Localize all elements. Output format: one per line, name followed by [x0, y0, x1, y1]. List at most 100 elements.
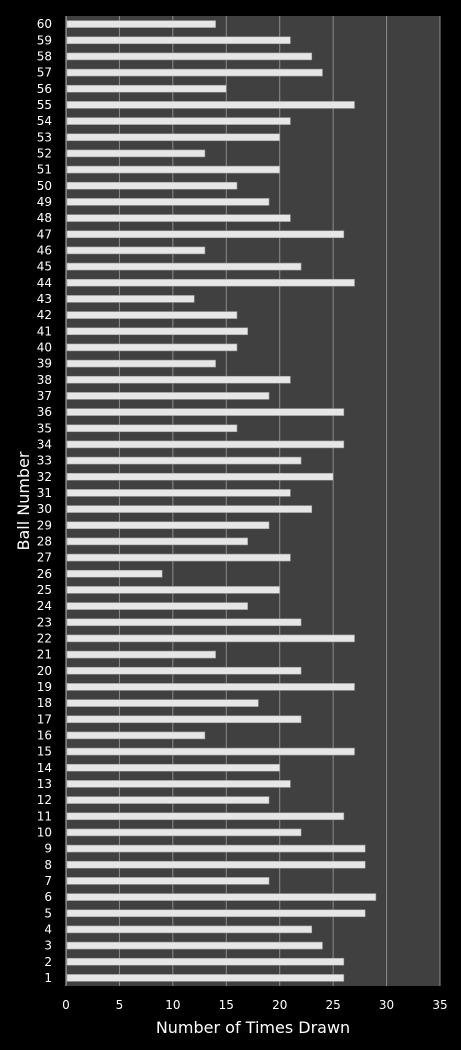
y-tick-label: 49	[37, 195, 52, 209]
x-tick-label: 5	[116, 998, 124, 1012]
y-tick-label: 42	[37, 308, 52, 322]
bar	[66, 68, 323, 77]
y-tick-label: 31	[37, 486, 52, 500]
bar	[66, 278, 355, 287]
y-tick-label: 36	[37, 405, 52, 419]
x-tick-labels: 0 5 10 15 20 25 30 35	[62, 998, 447, 1012]
bar	[66, 844, 366, 853]
bar	[66, 424, 238, 433]
y-tick-label: 15	[37, 745, 52, 759]
y-tick-label: 37	[37, 389, 52, 403]
y-tick-label: 45	[37, 260, 52, 274]
y-tick-label: 3	[44, 939, 52, 953]
bar	[66, 747, 355, 756]
y-tick-label: 52	[37, 146, 52, 160]
x-tick-label: 15	[219, 998, 234, 1012]
y-axis-title: Ball Number	[14, 451, 33, 550]
y-tick-label: 8	[44, 858, 52, 872]
bar	[66, 36, 291, 45]
y-tick-label: 26	[37, 567, 52, 581]
y-tick-labels: 1234567891011121314151617181920212223242…	[37, 17, 52, 985]
y-tick-label: 56	[37, 82, 52, 96]
y-tick-label: 27	[37, 551, 52, 565]
y-tick-label: 30	[37, 502, 52, 516]
bar	[66, 521, 270, 530]
x-tick-label: 35	[432, 998, 447, 1012]
bar	[66, 262, 302, 271]
bar	[66, 149, 206, 158]
bar	[66, 780, 291, 788]
y-tick-label: 5	[44, 906, 52, 920]
y-tick-label: 4	[44, 922, 52, 936]
bar	[66, 359, 216, 368]
y-tick-label: 19	[37, 680, 52, 694]
plot-area	[66, 16, 440, 986]
bar	[66, 246, 206, 255]
bar	[66, 974, 345, 982]
bar	[66, 683, 355, 691]
y-tick-label: 29	[37, 518, 52, 532]
bar	[66, 230, 345, 239]
bar	[66, 877, 270, 885]
bar	[66, 295, 195, 303]
bar	[66, 343, 238, 352]
x-tick-label: 20	[272, 998, 287, 1012]
bar	[66, 375, 291, 384]
x-tick-label: 25	[326, 998, 341, 1012]
bar	[66, 392, 270, 400]
bar	[66, 925, 313, 934]
y-tick-label: 60	[37, 17, 52, 31]
y-tick-label: 12	[37, 793, 52, 807]
bar	[66, 715, 302, 724]
y-tick-label: 10	[37, 825, 52, 839]
bar	[66, 472, 334, 481]
y-tick-label: 14	[37, 761, 52, 775]
y-tick-label: 18	[37, 696, 52, 710]
y-tick-label: 7	[44, 874, 52, 888]
y-tick-label: 55	[37, 98, 52, 112]
bar	[66, 327, 248, 336]
y-tick-label: 40	[37, 340, 52, 354]
bar	[66, 20, 216, 28]
y-tick-label: 13	[37, 777, 52, 791]
bar	[66, 311, 238, 319]
x-axis-title: Number of Times Drawn	[156, 1018, 350, 1037]
bar	[66, 812, 345, 821]
y-tick-label: 54	[37, 114, 52, 128]
x-tick-label: 10	[165, 998, 180, 1012]
y-tick-label: 20	[37, 664, 52, 678]
bar	[66, 198, 270, 206]
y-tick-label: 33	[37, 454, 52, 468]
bar	[66, 650, 216, 659]
bar	[66, 796, 270, 804]
x-tick-label: 30	[379, 998, 394, 1012]
y-tick-label: 39	[37, 357, 52, 371]
gridlines	[65, 16, 441, 986]
bar	[66, 941, 323, 950]
bar	[66, 957, 345, 966]
bar	[66, 860, 366, 869]
bar	[66, 456, 302, 465]
y-tick-label: 38	[37, 373, 52, 387]
bar	[66, 181, 238, 190]
y-tick-label: 28	[37, 534, 52, 548]
bar	[66, 586, 281, 594]
bar	[66, 666, 302, 675]
bar	[66, 569, 163, 578]
y-tick-label: 43	[37, 292, 52, 306]
bar	[66, 117, 291, 125]
y-tick-label: 22	[37, 631, 52, 645]
y-tick-label: 6	[44, 890, 52, 904]
bar	[66, 214, 291, 222]
y-tick-label: 34	[37, 437, 52, 451]
y-tick-label: 46	[37, 243, 52, 257]
y-tick-label: 9	[44, 842, 52, 856]
y-tick-label: 57	[37, 66, 52, 80]
y-tick-label: 16	[37, 728, 52, 742]
y-tick-label: 1	[44, 971, 52, 985]
bar	[66, 537, 248, 546]
bar	[66, 763, 281, 772]
bar	[66, 505, 313, 513]
bar	[66, 440, 345, 449]
y-tick-label: 50	[37, 179, 52, 193]
